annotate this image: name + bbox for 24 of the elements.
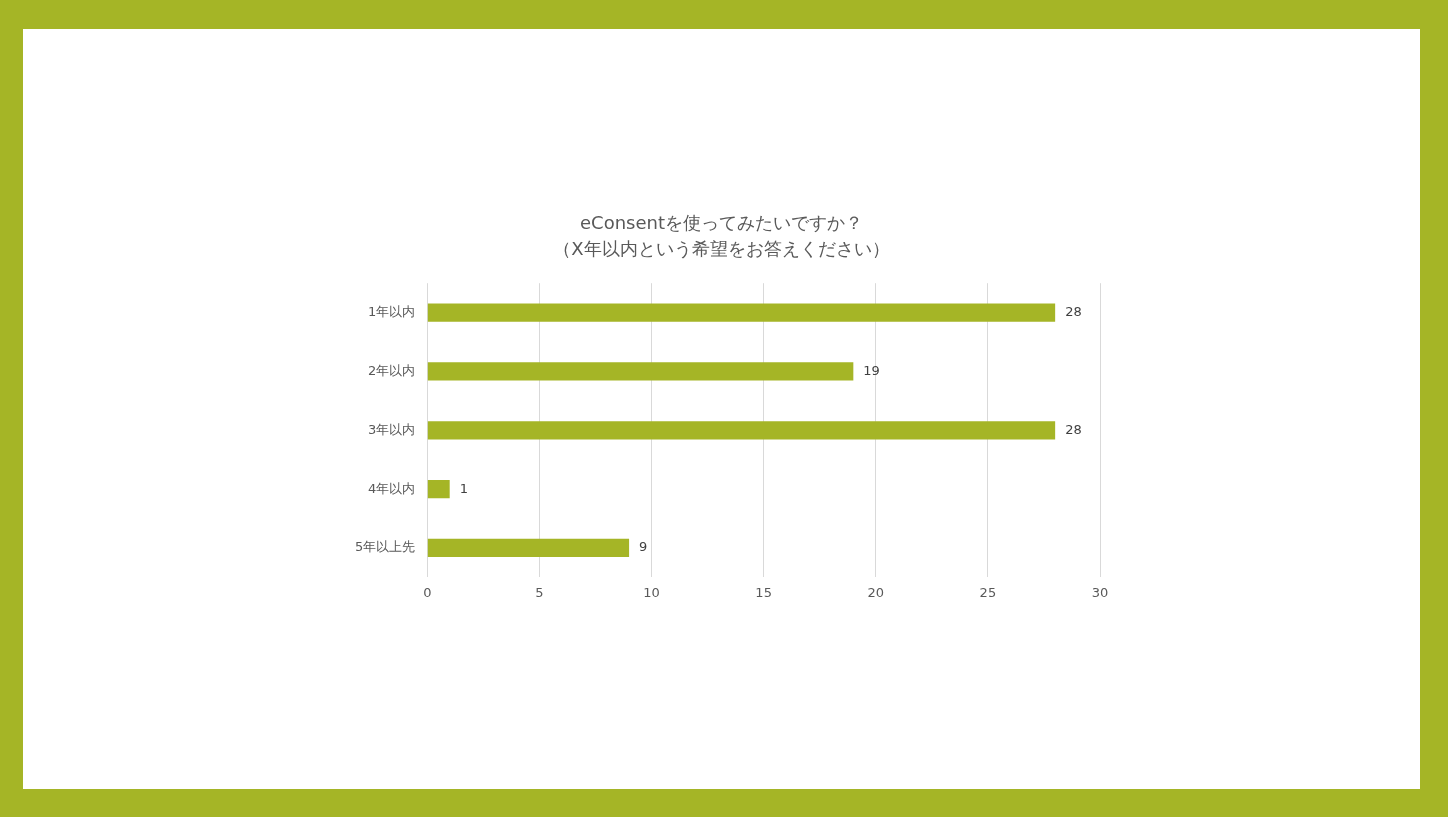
x-tick-label: 0 (423, 584, 432, 600)
y-tick-label: 3年以内 (367, 421, 416, 437)
y-tick-label: 1年以内 (367, 303, 416, 319)
x-tick-label: 5 (535, 584, 544, 600)
bar (427, 303, 1056, 322)
y-tick-label: 4年以内 (367, 480, 416, 496)
chart-title: eConsentを使ってみたいですか？ (580, 212, 863, 234)
y-tick-label: 2年以内 (367, 362, 416, 378)
data-label: 28 (1065, 303, 1082, 319)
x-tick-label: 30 (1091, 584, 1109, 600)
x-tick-label: 25 (979, 584, 997, 600)
x-tick-label: 15 (755, 584, 772, 600)
bar (427, 421, 1056, 440)
data-label: 28 (1065, 421, 1082, 437)
bar (427, 538, 630, 558)
x-tick-label: 10 (643, 584, 660, 600)
bar (427, 480, 450, 499)
x-tick-label: 20 (867, 584, 885, 600)
bar (427, 362, 854, 381)
data-label: 19 (863, 362, 880, 378)
data-label: 1 (459, 480, 468, 496)
data-label: 9 (639, 539, 648, 555)
y-tick-label: 5年以上先 (354, 539, 416, 555)
chart-subtitle: （X年以内という希望をお答えください） (553, 238, 890, 260)
